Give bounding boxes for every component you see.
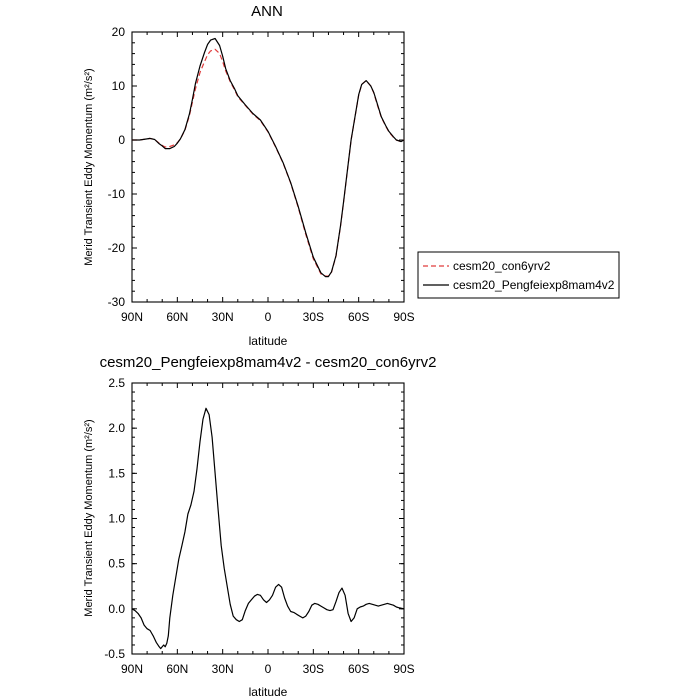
bottom-x-ticks: 90N 60N 30N 0 30S 60S 90S — [121, 383, 415, 676]
x-tick-label: 60S — [348, 662, 369, 676]
x-tick-label: 90S — [393, 662, 414, 676]
bottom-plot-frame — [131, 382, 405, 655]
x-tick-label: 60N — [166, 662, 188, 676]
bottom-title: cesm20_Pengfeiexp8mam4v2 - cesm20_con6yr… — [100, 354, 437, 371]
bottom-series — [131, 407, 405, 650]
y-tick-label: 10 — [112, 79, 126, 93]
top-y-axis-label: Merid Transient Eddy Momentum (m²/s²) — [83, 68, 95, 265]
top-y-ticks: 20 10 0 -10 -20 -30 — [108, 25, 404, 309]
x-tick-label: 90N — [121, 310, 143, 324]
series-line-cesm20_Pengfeiexp8mam4v2 — [132, 37, 405, 278]
y-tick-label: 2.5 — [108, 376, 125, 390]
y-tick-label: 0.5 — [108, 557, 125, 571]
y-tick-label: -30 — [108, 295, 126, 309]
bottom-y-axis-label: Merid Transient Eddy Momentum (m²/s²) — [83, 419, 95, 616]
bottom-panel: cesm20_Pengfeiexp8mam4v2 - cesm20_con6yr… — [83, 354, 436, 699]
top-panel: ANN 90N 60N 30N 0 30S 60S 90S 20 10 0 -10 -20 -30 l… — [83, 3, 415, 348]
x-tick-label: 60S — [348, 310, 369, 324]
x-tick-label: 90N — [121, 662, 143, 676]
bottom-y-ticks: 2.5 2.0 1.5 1.0 0.5 0.0 -0.5 — [104, 376, 404, 661]
x-tick-label: 30S — [303, 310, 324, 324]
legend-label-pengfei: cesm20_Pengfeiexp8mam4v2 — [453, 278, 615, 292]
series-line-difference — [131, 407, 405, 650]
y-tick-label: 0 — [118, 133, 125, 147]
x-tick-label: 90S — [393, 310, 414, 324]
y-tick-label: 1.5 — [108, 466, 125, 480]
legend-box — [417, 251, 620, 299]
y-tick-label: -0.5 — [104, 647, 125, 661]
x-tick-label: 30N — [212, 662, 234, 676]
top-x-ticks: 90N 60N 30N 0 30S 60S 90S — [121, 32, 415, 324]
y-tick-label: 2.0 — [108, 421, 125, 435]
x-tick-label: 30S — [303, 662, 324, 676]
x-tick-label: 30N — [212, 310, 234, 324]
top-title: ANN — [251, 3, 283, 20]
top-plot-frame — [131, 31, 405, 303]
y-tick-label: 20 — [112, 25, 126, 39]
x-tick-label: 0 — [265, 310, 272, 324]
top-x-axis-label: latitude — [249, 334, 288, 348]
y-tick-label: -10 — [108, 187, 126, 201]
bottom-x-axis-label: latitude — [249, 685, 288, 699]
x-tick-label: 60N — [166, 310, 188, 324]
y-tick-label: 0.0 — [108, 602, 125, 616]
y-tick-label: 1.0 — [108, 512, 125, 526]
y-tick-label: -20 — [108, 241, 126, 255]
legend-label-con6yrv2: cesm20_con6yrv2 — [453, 259, 551, 273]
top-series — [132, 37, 405, 278]
x-tick-label: 0 — [265, 662, 272, 676]
legend: cesm20_con6yrv2 cesm20_Pengfeiexp8mam4v2 — [417, 251, 620, 299]
